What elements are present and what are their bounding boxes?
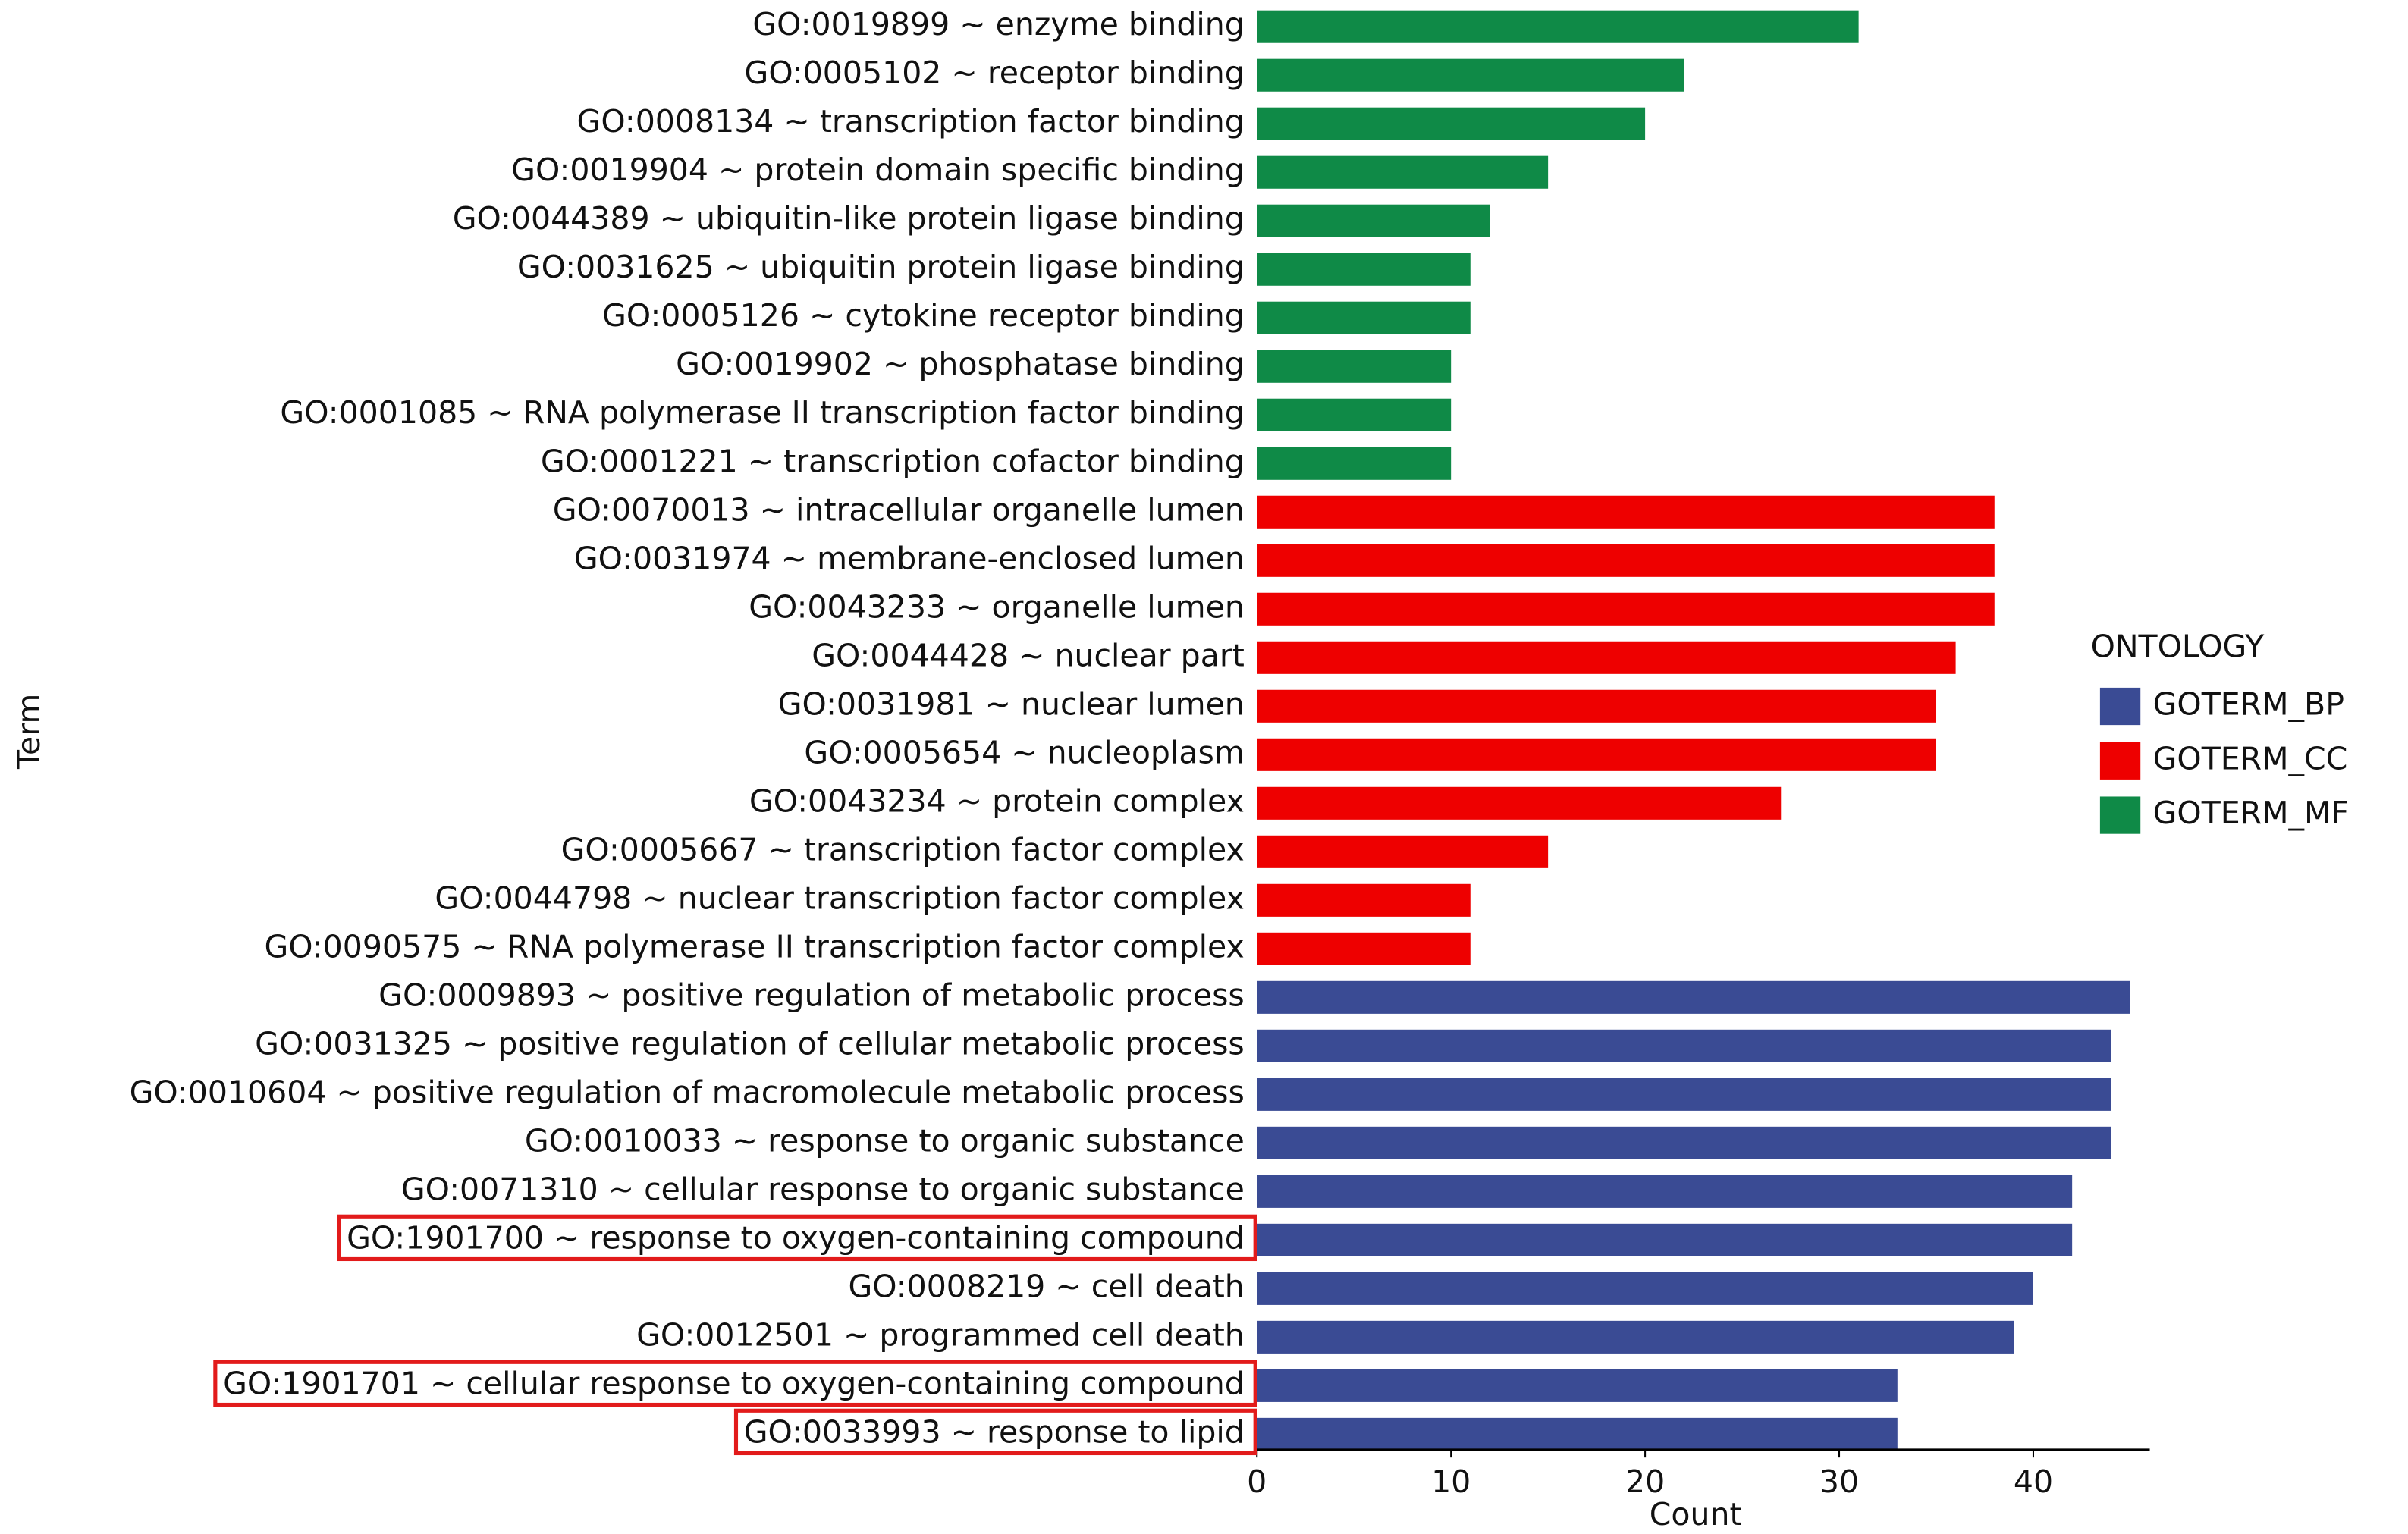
bar bbox=[1257, 544, 1995, 577]
y-axis-label: Term bbox=[11, 694, 47, 770]
y-tick-label: GO:0031325 ~ positive regulation of cell… bbox=[255, 1025, 1245, 1062]
x-tick-label: 40 bbox=[2014, 1463, 2053, 1500]
legend-label: GOTERM_MF bbox=[2153, 795, 2349, 831]
bar bbox=[1257, 1320, 2014, 1354]
bar bbox=[1257, 1223, 2073, 1256]
bar bbox=[1257, 980, 2130, 1014]
x-axis-label: Count bbox=[1650, 1496, 1742, 1532]
bar bbox=[1257, 253, 1471, 286]
y-tick-label: GO:0019904 ~ protein domain specific bin… bbox=[511, 152, 1245, 188]
y-tick-label: GO:0008219 ~ cell death bbox=[848, 1268, 1244, 1304]
legend-swatch bbox=[2099, 796, 2141, 834]
bar bbox=[1257, 1417, 1898, 1451]
bar bbox=[1257, 1126, 2111, 1159]
y-tick-label: GO:0001085 ~ RNA polymerase II transcrip… bbox=[280, 394, 1244, 431]
highlight-box bbox=[733, 1408, 1257, 1456]
y-tick-label: GO:0009893 ~ positive regulation of meta… bbox=[378, 977, 1245, 1013]
y-tick-label: GO:1901700 ~ response to oxygen-containi… bbox=[347, 1219, 1245, 1256]
bar bbox=[1257, 835, 1549, 868]
y-tick-label: GO:0008134 ~ transcription factor bindin… bbox=[577, 103, 1245, 140]
highlight-box bbox=[337, 1214, 1257, 1262]
x-tick-label: 10 bbox=[1431, 1463, 1471, 1500]
y-tick-label: GO:0044389 ~ ubiquitin-like protein liga… bbox=[453, 200, 1245, 237]
bar bbox=[1257, 689, 1937, 723]
bar bbox=[1257, 58, 1684, 92]
legend-label: GOTERM_BP bbox=[2153, 686, 2344, 723]
y-tick-label: GO:0031981 ~ nuclear lumen bbox=[778, 685, 1245, 722]
y-tick-label: GO:0090575 ~ RNA polymerase II transcrip… bbox=[264, 928, 1244, 965]
y-tick-label: GO:0071310 ~ cellular response to organi… bbox=[401, 1171, 1245, 1207]
bar bbox=[1257, 738, 1937, 771]
bar bbox=[1257, 107, 1646, 140]
y-tick-label: GO:0010033 ~ response to organic substan… bbox=[525, 1122, 1245, 1159]
bar bbox=[1257, 350, 1452, 383]
bar bbox=[1257, 447, 1452, 480]
y-tick-label: GO:0005102 ~ receptor binding bbox=[745, 55, 1245, 91]
bar bbox=[1257, 1369, 1898, 1402]
bar bbox=[1257, 10, 1859, 43]
y-tick-label: GO:0005667 ~ transcription factor comple… bbox=[561, 831, 1245, 867]
y-tick-label: GO:0044428 ~ nuclear part bbox=[812, 637, 1245, 673]
y-tick-label: GO:0070013 ~ intracellular organelle lum… bbox=[553, 491, 1245, 528]
bar bbox=[1257, 883, 1471, 917]
bar bbox=[1257, 301, 1471, 334]
bar bbox=[1257, 786, 1782, 820]
legend-swatch bbox=[2099, 687, 2141, 726]
y-tick-label: GO:0044798 ~ nuclear transcription facto… bbox=[435, 880, 1244, 916]
legend-label: GOTERM_CC bbox=[2153, 740, 2348, 776]
highlight-box bbox=[213, 1360, 1257, 1407]
x-tick-label: 20 bbox=[1625, 1463, 1665, 1500]
bar bbox=[1257, 1175, 2073, 1208]
bar bbox=[1257, 398, 1452, 431]
y-tick-label: GO:0019899 ~ enzyme binding bbox=[752, 6, 1244, 42]
legend-swatch bbox=[2099, 742, 2141, 780]
x-tick-label: 30 bbox=[1819, 1463, 1859, 1500]
bar bbox=[1257, 641, 1956, 674]
y-tick-label: GO:1901701 ~ cellular response to oxygen… bbox=[223, 1365, 1245, 1401]
y-tick-label: GO:0012501 ~ programmed cell death bbox=[636, 1316, 1245, 1353]
y-tick-label: GO:0005654 ~ nucleoplasm bbox=[804, 734, 1244, 770]
bar bbox=[1257, 1029, 2111, 1062]
y-tick-label: GO:0043234 ~ protein complex bbox=[749, 783, 1245, 819]
y-tick-label: GO:0043233 ~ organelle lumen bbox=[749, 588, 1245, 625]
y-tick-label: GO:0033993 ~ response to lipid bbox=[744, 1413, 1245, 1450]
x-tick-label: 0 bbox=[1247, 1463, 1267, 1500]
y-tick-label: GO:0031974 ~ membrane-enclosed lumen bbox=[574, 540, 1245, 576]
bar bbox=[1257, 204, 1490, 237]
bar bbox=[1257, 1272, 2033, 1305]
bar bbox=[1257, 1078, 2111, 1111]
bar bbox=[1257, 495, 1995, 529]
legend-title: ONTOLOGY bbox=[2091, 629, 2265, 665]
bar bbox=[1257, 592, 1995, 626]
y-tick-label: GO:0005126 ~ cytokine receptor binding bbox=[602, 297, 1245, 334]
y-tick-label: GO:0019902 ~ phosphatase binding bbox=[676, 346, 1245, 382]
y-tick-label: GO:0031625 ~ ubiquitin protein ligase bi… bbox=[517, 249, 1245, 285]
bar bbox=[1257, 155, 1549, 189]
y-tick-label: GO:0001221 ~ transcription cofactor bind… bbox=[541, 443, 1245, 479]
bar bbox=[1257, 932, 1471, 965]
y-tick-label: GO:0010604 ~ positive regulation of macr… bbox=[130, 1074, 1245, 1110]
